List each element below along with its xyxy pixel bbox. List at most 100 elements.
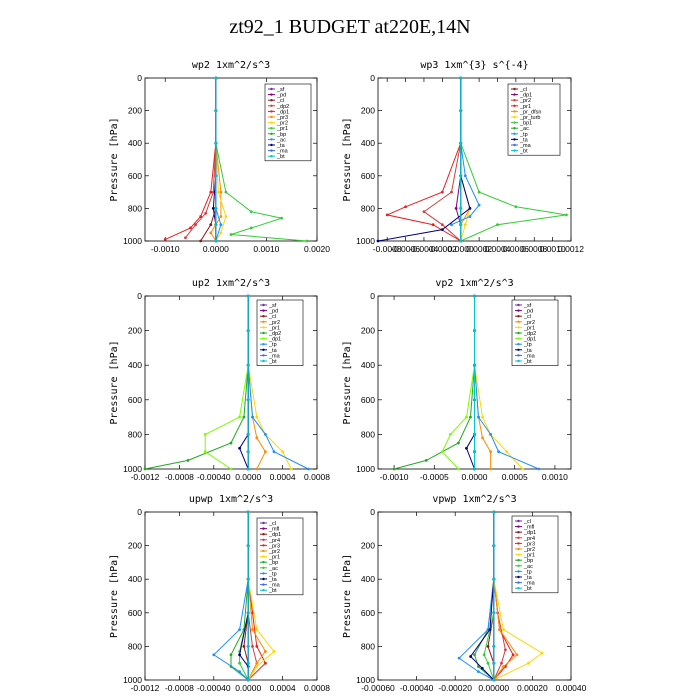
legend-marker (517, 326, 520, 329)
series-line-dp1 (243, 512, 249, 680)
y-tick-label: 800 (128, 203, 142, 213)
y-tick-label: 600 (128, 395, 142, 405)
x-tick-label: -0.0005 (420, 472, 449, 482)
data-point (246, 294, 250, 298)
data-point (521, 467, 525, 471)
y-tick-label: 0 (137, 291, 142, 301)
legend-label: _bt (523, 359, 532, 365)
x-tick-label: -0.0006 (391, 244, 420, 254)
data-point (440, 450, 444, 454)
legend-marker (262, 348, 265, 351)
data-point (229, 441, 233, 445)
panel-title: wp2 1xm^2/s^3 (192, 60, 270, 71)
legend-marker (270, 143, 273, 147)
legend-marker (513, 132, 516, 135)
data-point (492, 645, 496, 648)
legend-marker (517, 581, 520, 584)
data-point (482, 653, 486, 657)
data-point (214, 109, 218, 112)
data-point (246, 661, 250, 665)
data-point (238, 415, 242, 419)
legend-marker (270, 155, 273, 158)
figure-title: zt92_1 BUDGET at220E,14N (229, 16, 470, 38)
x-tick-label: -0.0010 (151, 244, 180, 254)
y-tick-label: 1000 (356, 675, 375, 685)
y-tick-label: 1000 (123, 464, 142, 474)
data-point (272, 650, 276, 653)
data-point (246, 678, 250, 682)
data-point (492, 611, 496, 615)
data-point (492, 661, 496, 665)
legend-marker (513, 99, 516, 102)
data-point (465, 415, 468, 419)
panel-3: vp2 1xm^2/s^3 Pressure [hPa] 0 200 400 600 800… (342, 278, 572, 482)
data-point (473, 433, 476, 436)
data-point (459, 141, 463, 145)
x-tick-label: 0.0020 (304, 244, 330, 254)
legend-label: _bp (523, 558, 533, 564)
data-point (224, 190, 228, 194)
data-point (238, 670, 242, 673)
y-tick-label: 200 (128, 106, 142, 116)
data-point (477, 190, 481, 194)
x-tick-label: -0.0008 (373, 244, 402, 254)
data-point (224, 215, 228, 218)
data-point (448, 433, 452, 436)
data-point (473, 363, 476, 367)
legend-label: _ma (268, 353, 281, 359)
legend-marker (517, 525, 520, 528)
data-point (219, 223, 223, 227)
data-point (492, 510, 496, 514)
legend-marker (270, 149, 273, 152)
legend-label: _tp (519, 132, 528, 138)
legend-marker (517, 337, 520, 340)
y-tick-label: 600 (361, 395, 375, 405)
legend-label: _ma (276, 149, 289, 155)
data-point (246, 433, 250, 436)
data-point (251, 645, 254, 648)
x-tick-label: 0.0008 (521, 244, 547, 254)
data-point (246, 577, 250, 581)
data-point (457, 467, 460, 471)
data-point (209, 223, 213, 227)
data-point (264, 661, 267, 665)
legend-marker (270, 121, 273, 124)
series-line-dp1 (164, 78, 217, 240)
legend-marker (262, 533, 265, 536)
legend-label: _pr3 (523, 541, 535, 547)
data-point (511, 653, 515, 657)
data-point (502, 665, 505, 668)
legend-marker (517, 564, 520, 567)
legend-marker (262, 320, 265, 323)
data-point (486, 645, 490, 648)
data-point (246, 398, 250, 402)
legend-label: _bt (268, 588, 277, 594)
data-point (527, 661, 530, 665)
data-point (457, 441, 460, 445)
data-point (473, 329, 476, 332)
panel-1: wp3 1xm^{3} s^{-4} Pressure [hPa] 0 200 400 6… (342, 60, 584, 254)
data-point (450, 190, 453, 194)
data-point (219, 231, 223, 235)
y-axis-label: Pressure [hPa] (109, 554, 120, 638)
y-tick-label: 0 (137, 507, 142, 517)
data-point (404, 205, 407, 209)
panel-0: wp2 1xm^2/s^3 Pressure [hPa] 0 200 400 600 800… (109, 60, 330, 254)
legend-label: _ta (523, 348, 533, 354)
data-point (469, 415, 472, 419)
legend-marker (513, 93, 516, 96)
legend-marker (270, 99, 273, 102)
y-tick-label: 1000 (356, 236, 375, 246)
y-tick-label: 600 (128, 608, 142, 618)
x-tick-label: 0.0008 (304, 472, 330, 482)
y-axis-label: Pressure [hPa] (109, 340, 120, 424)
x-tick-label: 0.0000 (235, 683, 261, 693)
data-point (143, 467, 147, 471)
data-point (199, 215, 203, 218)
data-point (385, 213, 389, 217)
data-point (473, 467, 476, 471)
data-point (537, 467, 541, 471)
x-tick-label: -0.0008 (165, 472, 194, 482)
data-point (500, 661, 503, 665)
legend-label: _dp1 (268, 337, 281, 343)
